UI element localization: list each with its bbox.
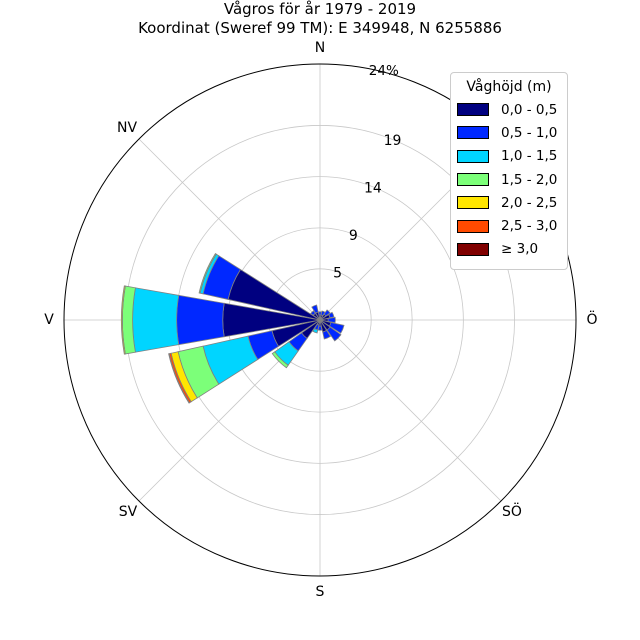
bar-NNÖ-bin-1 — [320, 310, 326, 317]
chart-title: Vågros för år 1979 - 2019 — [223, 0, 417, 18]
legend-item: 1,0 - 1,5 — [451, 145, 567, 168]
grid-spoke — [319, 319, 502, 502]
polar-frame — [63, 63, 577, 577]
legend-label: 1,5 - 2,0 — [501, 171, 558, 188]
legend-item: 0,5 - 1,0 — [451, 121, 567, 144]
legend-label: 0,0 - 0,5 — [501, 101, 558, 118]
bar-V-bin-1 — [176, 294, 225, 346]
legend-item: 1,5 - 2,0 — [451, 168, 567, 191]
radial-max-label: 24% — [369, 63, 399, 79]
legend-label: 2,0 - 2,5 — [501, 194, 558, 211]
legend-item: 0,0 - 0,5 — [451, 98, 567, 121]
compass-label-S: S — [316, 584, 325, 600]
bar-V-bin-2 — [132, 287, 180, 353]
legend-label: 2,5 - 3,0 — [501, 218, 558, 235]
compass-label-V: V — [44, 312, 54, 328]
bar-VNV-bin-3 — [198, 253, 217, 294]
compass-label-Ö: Ö — [586, 310, 597, 328]
compass-label-NV: NV — [117, 120, 137, 136]
bar-ÖNÖ-bin-1 — [328, 311, 335, 319]
legend-item: ≥ 3,0 — [451, 238, 567, 261]
legend-item: 2,5 - 3,0 — [451, 214, 567, 237]
legend-title: Våghöjd (m) — [466, 79, 552, 95]
legend-item: 2,0 - 2,5 — [451, 191, 567, 214]
radial-tick-label: 5 — [333, 266, 342, 282]
grid-spoke — [138, 138, 321, 321]
legend-label: ≥ 3,0 — [501, 241, 539, 258]
legend-swatch — [457, 196, 489, 210]
legend-swatch — [457, 126, 489, 140]
radial-tick-label: 19 — [384, 133, 402, 149]
bar-SV-bin-3 — [271, 351, 289, 369]
bar-S-bin-1 — [317, 325, 323, 331]
bar-Ö-bin-1 — [327, 316, 336, 324]
bar-VSV-bin-6 — [168, 353, 191, 404]
rose-bars — [120, 253, 345, 404]
bar-SSÖ-bin-1 — [322, 329, 331, 340]
bar-SÖ-bin-1 — [326, 326, 342, 342]
bar-NV-bin-1 — [310, 310, 316, 316]
bar-NNV-bin-1 — [311, 304, 319, 314]
rose-labels: N NV V SV S SÖ Ö 5 9 14 19 24% — [44, 40, 597, 600]
chart-subtitle: Koordinat (Sweref 99 TM): E 349948, N 62… — [138, 19, 502, 37]
radial-tick-label: 14 — [364, 181, 382, 197]
legend-swatch — [457, 219, 489, 233]
compass-label-N: N — [315, 40, 325, 56]
legend-label: 0,5 - 1,0 — [501, 124, 558, 141]
legend-swatch — [457, 173, 489, 187]
legend-swatch — [457, 242, 489, 256]
compass-label-SV: SV — [119, 504, 138, 520]
legend-label: 1,0 - 1,5 — [501, 148, 558, 165]
compass-label-SÖ: SÖ — [502, 502, 522, 520]
legend-swatch — [457, 149, 489, 163]
radial-tick-label: 9 — [349, 228, 358, 244]
legend: Våghöjd (m) 0,0 - 0,5 0,5 - 1,0 1,0 - 1,5 1… — [450, 72, 568, 270]
bar-ÖSÖ-bin-1 — [328, 321, 345, 334]
bar-SSV-bin-2 — [312, 328, 319, 334]
legend-swatch — [457, 103, 489, 117]
bar-V-bin-4 — [120, 285, 126, 355]
bar-NÖ-bin-1 — [323, 309, 331, 317]
